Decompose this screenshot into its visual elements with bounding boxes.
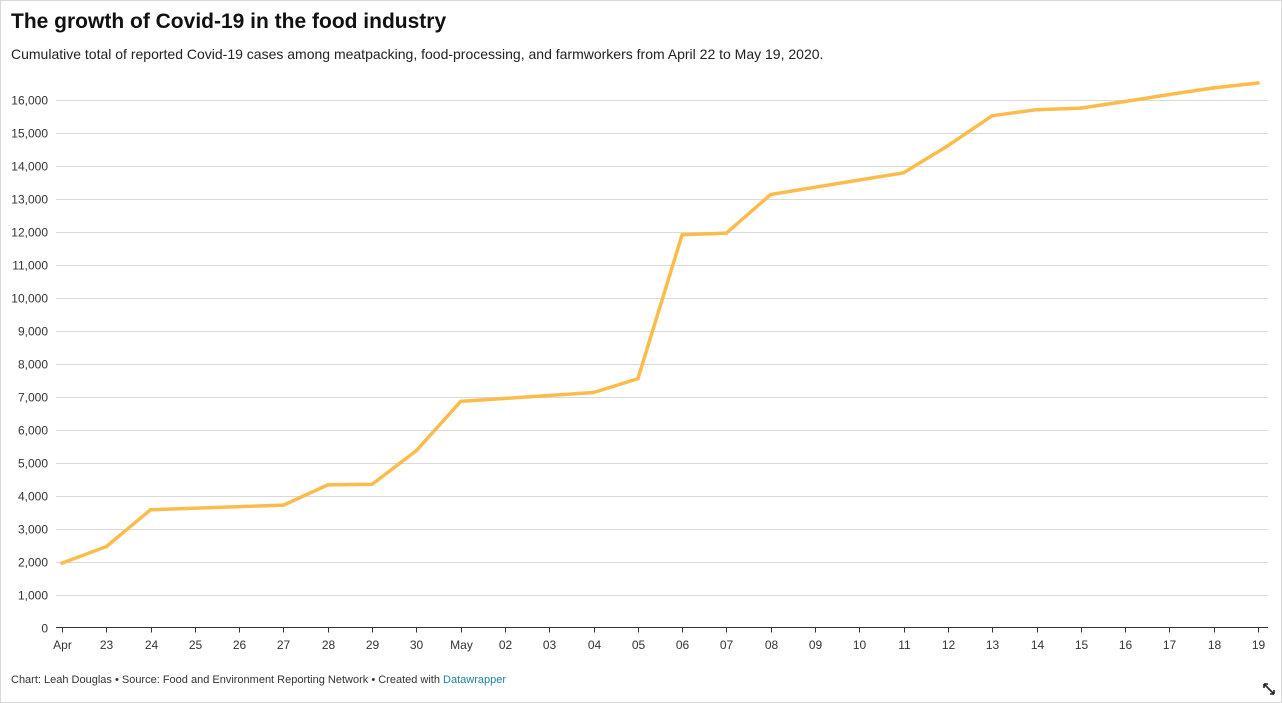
x-tick-label: 27	[277, 638, 291, 652]
gridlines	[56, 100, 1268, 596]
x-tick-label: May	[450, 638, 473, 652]
x-tick-label: 19	[1252, 638, 1266, 652]
data-point	[370, 482, 374, 487]
chart-subtitle: Cumulative total of reported Covid-19 ca…	[11, 46, 824, 62]
y-tick-label: 4,000	[18, 490, 48, 504]
data-point	[1079, 106, 1083, 110]
data-point	[901, 171, 906, 175]
data-point	[1256, 81, 1260, 85]
y-tick-label: 1,000	[18, 589, 48, 603]
data-point	[148, 507, 153, 512]
chart-title: The growth of Covid-19 in the food indus…	[11, 10, 447, 33]
series-line	[60, 81, 1260, 565]
data-point	[1167, 92, 1172, 97]
x-tick-label: 28	[322, 638, 336, 652]
x-tick-label: Apr	[53, 638, 72, 652]
chart-footer: Chart: Leah Douglas • Source: Food and E…	[11, 674, 506, 686]
x-tick-label: 17	[1163, 638, 1177, 652]
x-tick-label: 13	[986, 638, 1000, 652]
x-tick-label: 14	[1031, 638, 1045, 652]
y-tick-label: 16,000	[11, 94, 48, 108]
data-point	[1123, 99, 1127, 104]
x-tick-label: 07	[720, 638, 734, 652]
x-tick-label: 30	[410, 638, 424, 652]
x-tick-label: 12	[942, 638, 956, 652]
data-point	[414, 448, 419, 453]
data-point	[990, 113, 994, 118]
data-point	[636, 376, 640, 381]
datawrapper-link[interactable]: Datawrapper	[443, 674, 507, 686]
y-tick-label: 8,000	[18, 358, 48, 372]
data-point	[326, 483, 330, 487]
x-tick-label: 10	[853, 638, 867, 652]
y-tick-label: 5,000	[18, 457, 48, 471]
data-point	[60, 561, 64, 565]
x-tick-label: 08	[765, 638, 779, 652]
data-point	[768, 192, 773, 197]
x-tick-label: 16	[1119, 638, 1133, 652]
data-point	[458, 399, 463, 404]
y-tick-label: 9,000	[18, 325, 48, 339]
x-tick-label: 23	[100, 638, 114, 652]
data-point	[1034, 107, 1039, 112]
y-tick-label: 14,000	[11, 160, 48, 174]
data-point	[591, 390, 596, 395]
y-tick-label: 2,000	[18, 556, 48, 570]
x-tick-label: 11	[898, 638, 911, 652]
x-tick-label: 18	[1208, 638, 1222, 652]
data-point	[1211, 86, 1216, 90]
data-point	[680, 233, 684, 237]
x-tick-label: 29	[366, 638, 380, 652]
y-tick-label: 0	[41, 622, 48, 636]
y-tick-label: 10,000	[11, 292, 48, 306]
y-tick-label: 15,000	[11, 127, 48, 141]
y-tick-label: 6,000	[18, 424, 48, 438]
x-tick-label: 24	[145, 638, 159, 652]
y-tick-label: 7,000	[18, 391, 48, 405]
y-tick-label: 13,000	[11, 193, 48, 207]
data-point	[724, 231, 729, 235]
x-tick-label: 15	[1075, 638, 1089, 652]
expand-arrows-icon[interactable]	[1263, 682, 1275, 695]
data-point	[104, 544, 109, 549]
x-tick-label: 09	[809, 638, 823, 652]
series-layer	[60, 81, 1260, 565]
x-tick-label: 03	[543, 638, 557, 652]
y-tick-label: 3,000	[18, 523, 48, 537]
x-tick-label: 26	[233, 638, 247, 652]
y-axis-ticks: 0 1,000 2,000 3,000 4,000 5,000 6,000 7,000 8,00…	[11, 94, 48, 636]
footer-credits: Chart: Leah Douglas • Source: Food and E…	[11, 674, 444, 686]
y-tick-label: 12,000	[11, 226, 48, 240]
x-tick-label: 25	[189, 638, 203, 652]
x-tick-label: 04	[588, 638, 602, 652]
x-tick-label: 06	[676, 638, 690, 652]
data-point	[946, 143, 950, 148]
x-axis: Apr 23 24 25 26 27 28 29 30 May 02 03 04 05 06 07 08 09 10…	[53, 627, 1268, 652]
data-point	[281, 503, 286, 507]
x-tick-label: 05	[632, 638, 646, 652]
x-tick-label: 02	[499, 638, 513, 652]
y-tick-label: 11,000	[12, 259, 48, 273]
